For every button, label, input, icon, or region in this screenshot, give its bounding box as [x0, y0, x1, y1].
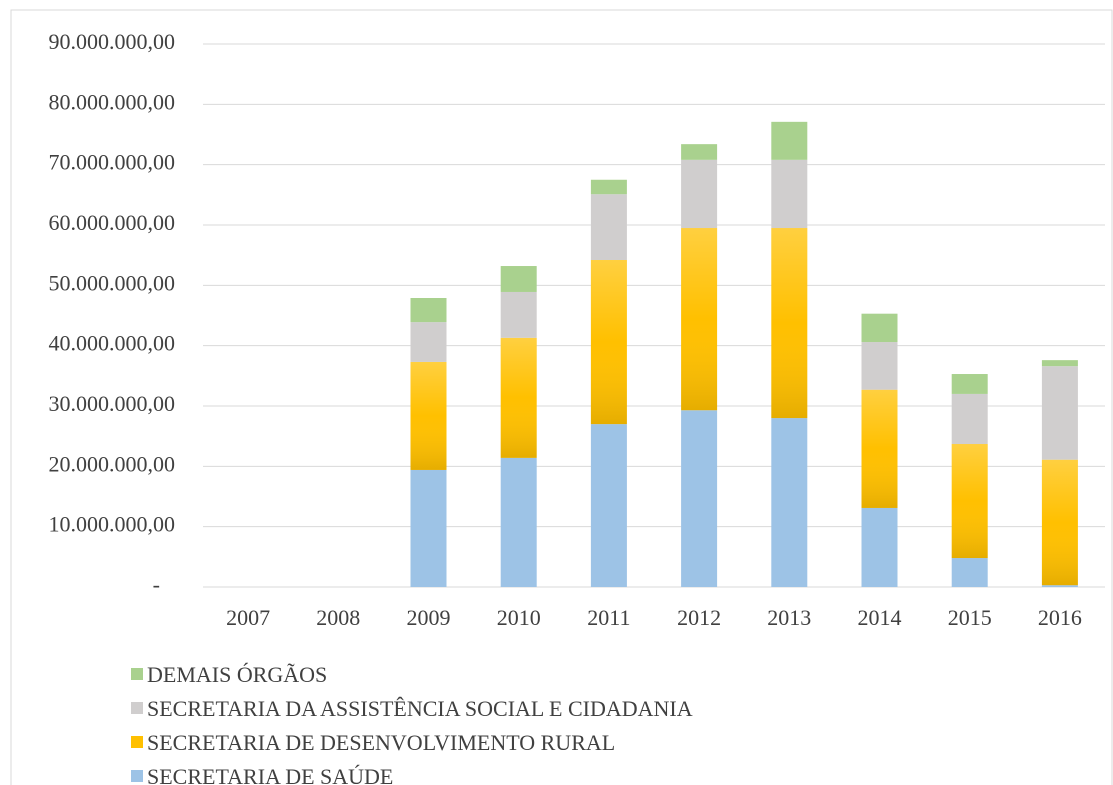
x-tick-label: 2014 [858, 605, 902, 630]
bar-shade [410, 361, 447, 470]
legend-swatch [131, 668, 143, 680]
bar-segment [590, 424, 627, 587]
bar-segment [410, 469, 447, 587]
y-tick-label: 40.000.000,00 [49, 331, 176, 356]
bar-segment [771, 121, 808, 160]
bar-segment [771, 418, 808, 587]
x-tick-label: 2015 [948, 605, 992, 630]
bar-segment [681, 410, 718, 587]
bar-segment [500, 291, 537, 338]
y-tick-label: 80.000.000,00 [49, 89, 176, 114]
x-tick-label: 2011 [587, 605, 630, 630]
x-tick-label: 2013 [767, 605, 811, 630]
legend-label: SECRETARIA DE SAÚDE [147, 764, 393, 785]
y-tick-label: 10.000.000,00 [49, 512, 176, 537]
x-tick-label: 2016 [1038, 605, 1082, 630]
x-tick-label: 2010 [497, 605, 541, 630]
bar-segment [1041, 366, 1078, 460]
bar-shade [1041, 459, 1078, 586]
bar-segment [951, 393, 988, 445]
x-tick-label: 2009 [407, 605, 451, 630]
y-tick-label: 90.000.000,00 [49, 29, 176, 54]
bar-segment [681, 144, 718, 160]
bar-shade [590, 259, 627, 425]
legend-label: SECRETARIA DA ASSISTÊNCIA SOCIAL E CIDAD… [147, 696, 693, 721]
bar-segment [500, 457, 537, 587]
bar-segment [410, 322, 447, 362]
x-tick-label: 2012 [677, 605, 721, 630]
bar-segment [861, 313, 898, 343]
legend-label: SECRETARIA DE DESENVOLVIMENTO RURAL [147, 730, 615, 755]
bar-shade [861, 389, 898, 508]
bar-segment [681, 159, 718, 229]
bar-segment [590, 194, 627, 260]
bar-shade [951, 444, 988, 559]
y-tick-label: 70.000.000,00 [49, 150, 176, 175]
y-tick-label: 30.000.000,00 [49, 391, 176, 416]
bar-segment [500, 266, 537, 292]
bar-segment [861, 342, 898, 390]
bar-segment [1041, 585, 1078, 587]
bar-segment [410, 298, 447, 323]
bar-shade [500, 337, 537, 458]
bar-segment [1041, 360, 1078, 367]
bar-segment [951, 558, 988, 587]
legend-swatch [131, 770, 143, 782]
bar-segment [771, 159, 808, 229]
x-tick-label: 2007 [226, 605, 270, 630]
bar-segment [590, 179, 627, 195]
y-tick-label: 20.000.000,00 [49, 451, 176, 476]
bar-shade [771, 228, 808, 419]
legend-swatch [131, 736, 143, 748]
y-tick-label: 50.000.000,00 [49, 270, 176, 295]
bar-shade [681, 228, 718, 411]
legend-label: DEMAIS ÓRGÃOS [147, 662, 327, 687]
legend-swatch [131, 702, 143, 714]
bar-segment [861, 507, 898, 587]
y-tick-label: - [153, 572, 160, 597]
x-tick-label: 2008 [316, 605, 360, 630]
chart-frame [10, 9, 1113, 785]
y-tick-label: 60.000.000,00 [49, 210, 176, 235]
bar-segment [951, 374, 988, 394]
